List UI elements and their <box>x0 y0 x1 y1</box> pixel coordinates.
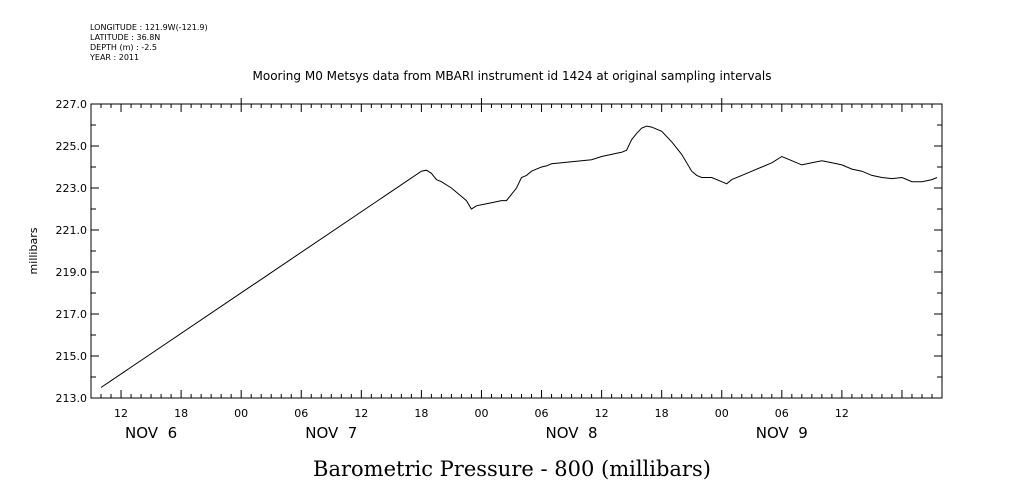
plot-frame <box>90 103 943 399</box>
y-tick-label: 227.0 <box>56 98 88 111</box>
longitude-text: LONGITUDE : 121.9W(-121.9) <box>90 23 208 32</box>
x-tick-label: 12 <box>595 407 609 420</box>
x-tick-label: 00 <box>715 407 729 420</box>
x-tick-label: 12 <box>354 407 368 420</box>
x-tick-label: 12 <box>835 407 849 420</box>
x-tick-label: 06 <box>775 407 789 420</box>
x-axis-tick-labels: 12 18 00 06 12 18 00 06 12 18 00 06 12 <box>114 407 849 420</box>
y-tick-label: 225.0 <box>56 140 88 153</box>
x-tick-label: 00 <box>474 407 488 420</box>
x-tick-label: 12 <box>114 407 128 420</box>
x-axis-label: Barometric Pressure - 800 (millibars) <box>313 457 711 481</box>
depth-text: DEPTH (m) : -2.5 <box>90 43 157 52</box>
x-day-label: NOV 8 <box>546 424 598 442</box>
pressure-series-line <box>100 125 938 388</box>
y-tick-label: 217.0 <box>56 308 88 321</box>
latitude-text: LATITUDE : 36.8N <box>90 33 161 42</box>
axis-ticks <box>90 98 943 399</box>
y-tick-label: 219.0 <box>56 266 88 279</box>
x-tick-label: 18 <box>174 407 188 420</box>
metadata-block: LONGITUDE : 121.9W(-121.9) LATITUDE : 36.… <box>90 23 208 63</box>
x-axis-day-labels: NOV 6 NOV 7 NOV 8 NOV 9 <box>125 424 808 442</box>
y-tick-label: 213.0 <box>56 392 88 405</box>
y-axis-tick-labels: 213.0 215.0 217.0 219.0 221.0 223.0 225.0 227.0 <box>56 98 88 405</box>
y-tick-label: 215.0 <box>56 350 88 363</box>
y-tick-label: 221.0 <box>56 224 88 237</box>
x-day-label: NOV 7 <box>305 424 357 442</box>
x-day-label: NOV 6 <box>125 424 177 442</box>
x-day-label: NOV 9 <box>756 424 808 442</box>
year-text: YEAR : 2011 <box>90 53 140 62</box>
chart-title: Mooring M0 Metsys data from MBARI instru… <box>253 69 772 83</box>
x-tick-label: 06 <box>294 407 308 420</box>
x-tick-label: 06 <box>535 407 549 420</box>
x-tick-label: 18 <box>414 407 428 420</box>
x-tick-label: 18 <box>655 407 669 420</box>
y-axis-label: millibars <box>27 227 40 274</box>
x-tick-label: 00 <box>234 407 248 420</box>
y-tick-label: 223.0 <box>56 182 88 195</box>
